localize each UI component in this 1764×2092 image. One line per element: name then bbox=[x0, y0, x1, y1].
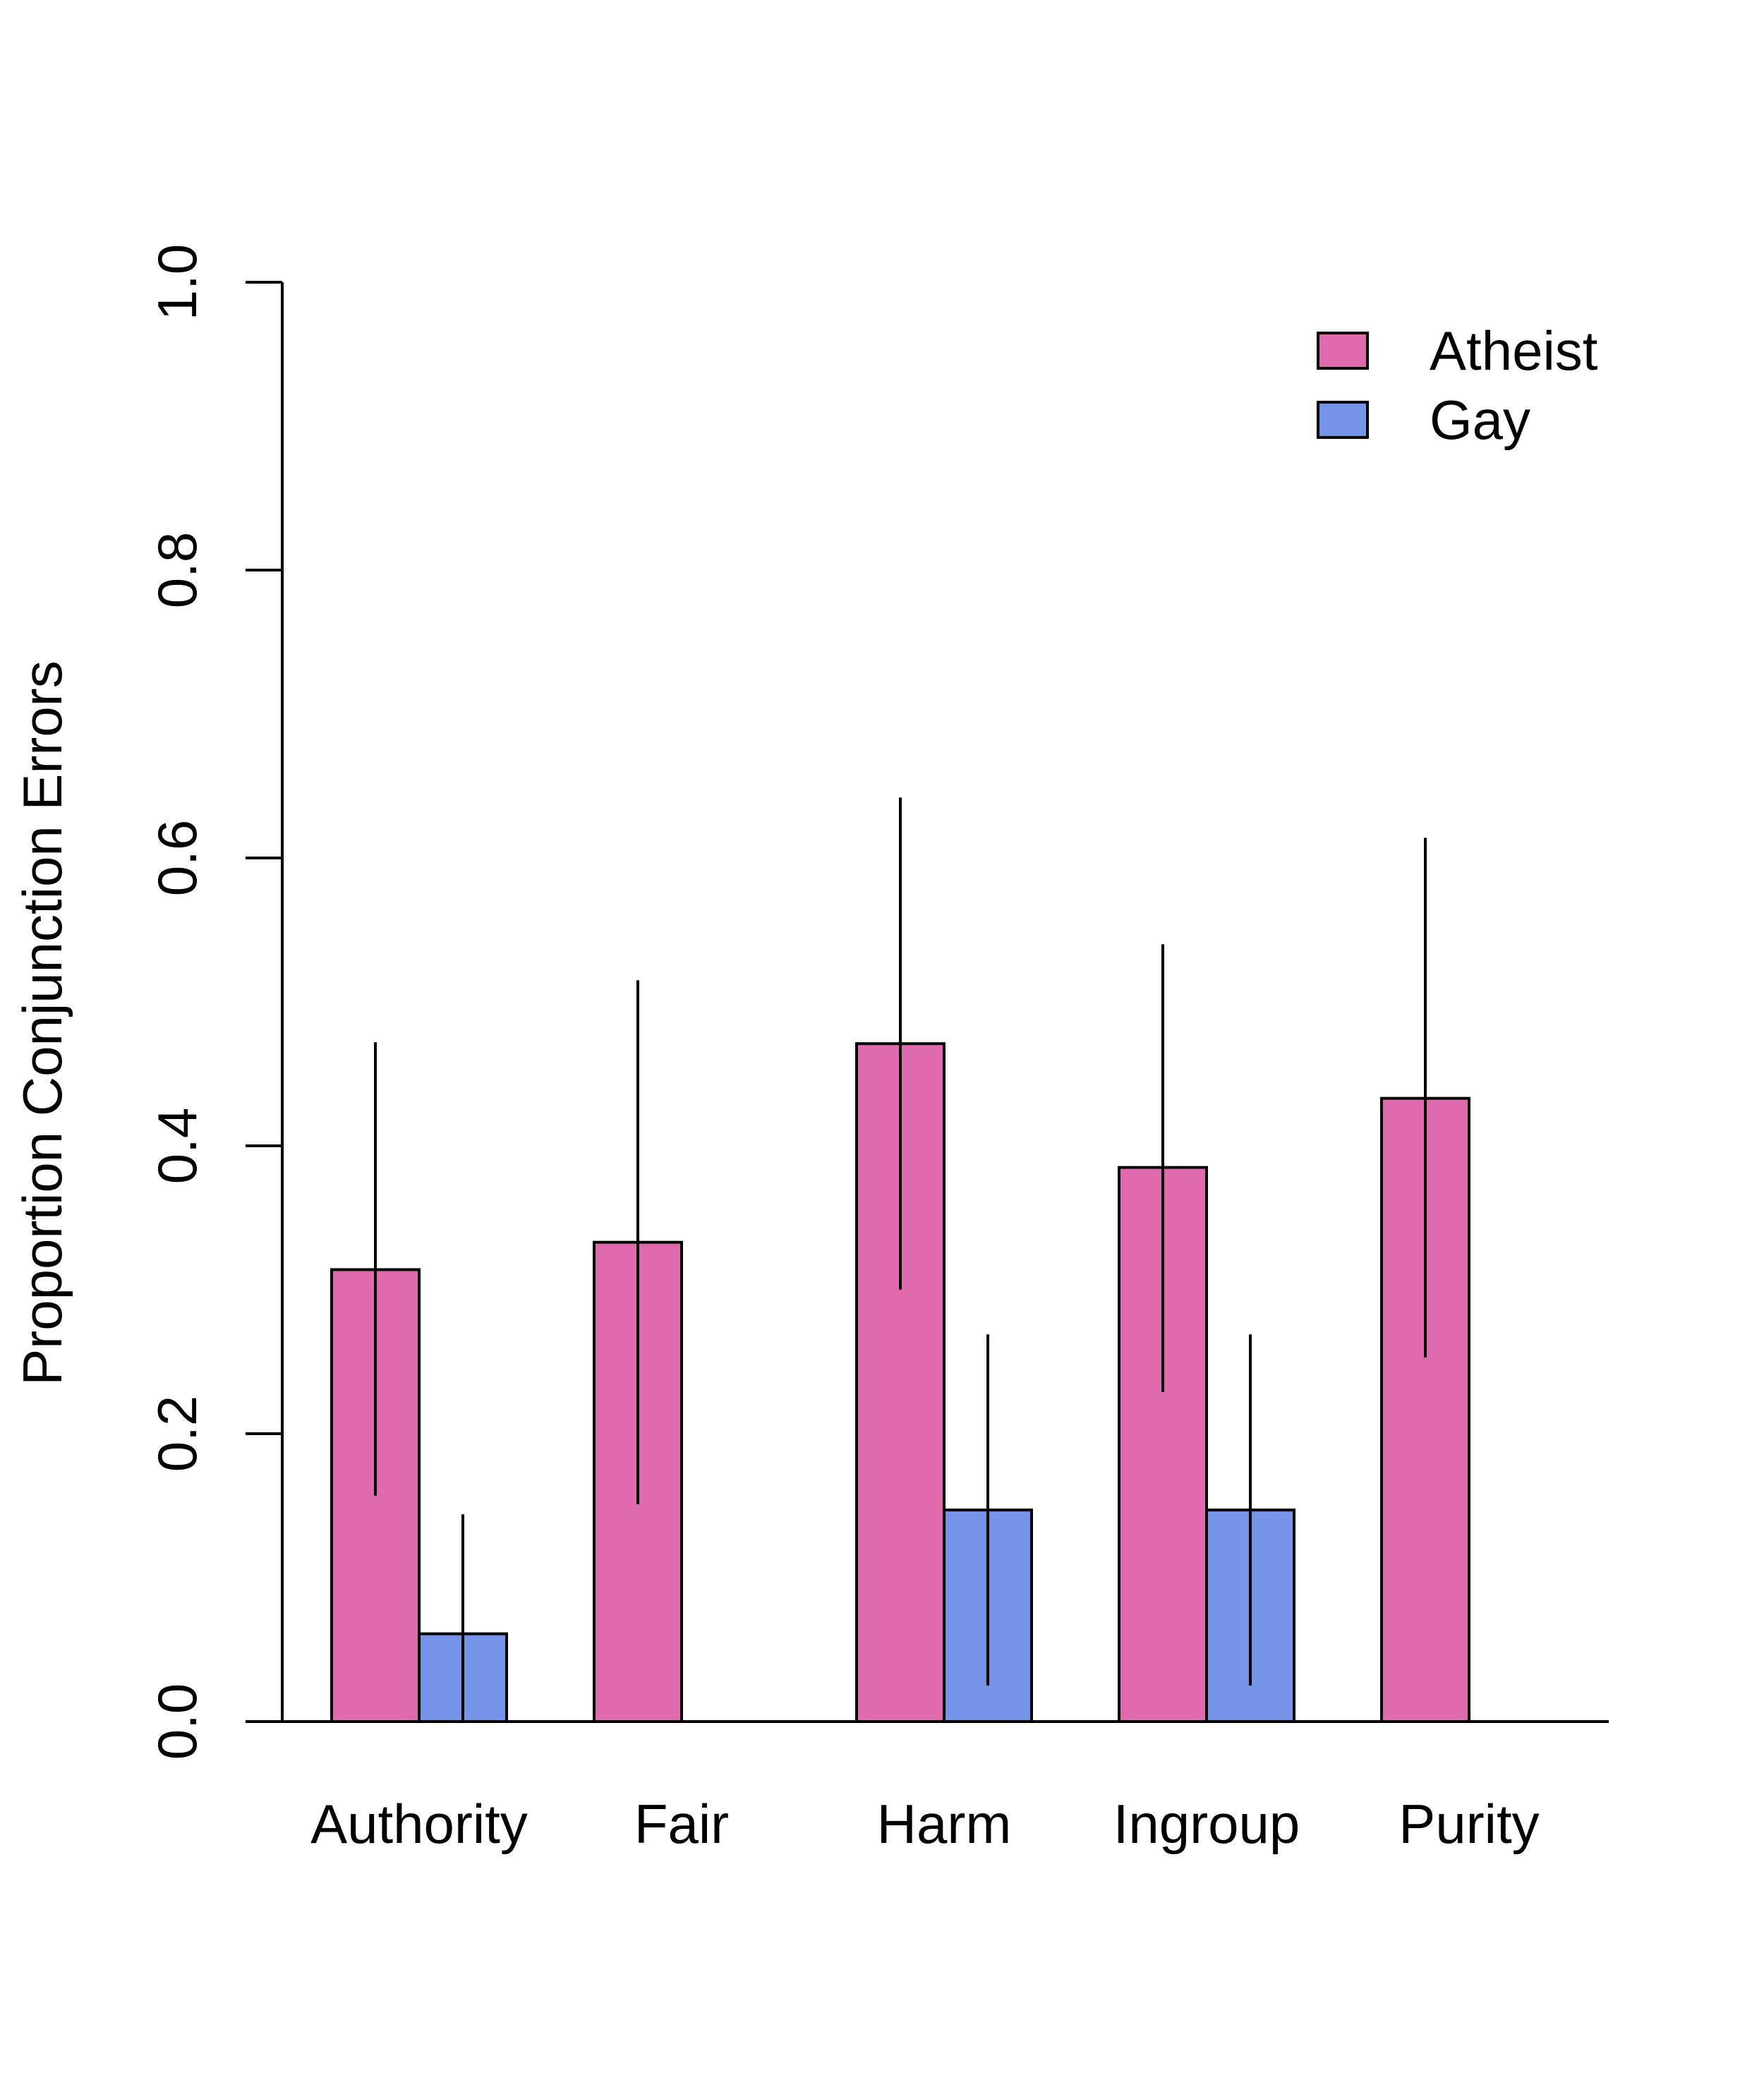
y-tick-label: 0.8 bbox=[146, 532, 208, 608]
x-category-label: Harm bbox=[877, 1793, 1012, 1855]
legend-swatch-atheist bbox=[1317, 332, 1369, 370]
y-tick-label: 0.0 bbox=[146, 1683, 208, 1760]
y-axis-title: Proportion Conjunction Errors bbox=[11, 660, 73, 1385]
x-category-label: Ingroup bbox=[1113, 1793, 1300, 1855]
y-tick-label: 0.4 bbox=[146, 1108, 208, 1184]
legend-swatch-gay bbox=[1317, 401, 1369, 439]
legend-label-gay: Gay bbox=[1430, 389, 1530, 451]
bar-atheist-ingroup bbox=[1118, 1166, 1208, 1723]
y-tick-label: 0.2 bbox=[146, 1396, 208, 1472]
y-tick-label: 0.6 bbox=[146, 820, 208, 896]
x-category-label: Authority bbox=[310, 1793, 528, 1855]
legend-label-atheist: Atheist bbox=[1430, 320, 1598, 382]
x-category-label: Purity bbox=[1398, 1793, 1539, 1855]
x-category-label: Fair bbox=[634, 1793, 729, 1855]
y-tick-label: 1.0 bbox=[146, 244, 208, 320]
